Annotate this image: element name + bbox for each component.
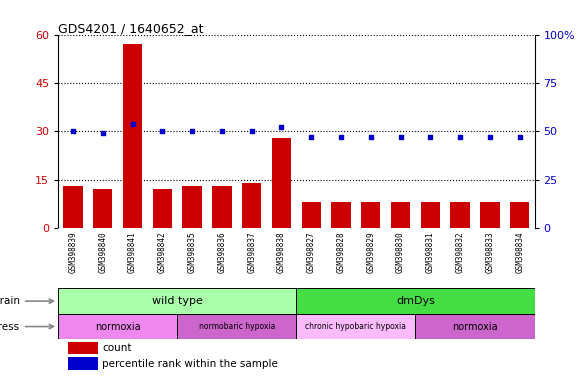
Bar [361,202,381,228]
Text: GSM398838: GSM398838 [277,231,286,273]
Text: GSM398840: GSM398840 [98,231,107,273]
Bar [510,202,529,228]
Bar [212,186,232,228]
Text: GSM398837: GSM398837 [247,231,256,273]
Text: wild type: wild type [152,296,203,306]
Point [515,134,524,140]
Text: GSM398836: GSM398836 [217,231,227,273]
Bar [67,341,98,354]
Text: count: count [102,343,132,353]
Bar [415,314,535,339]
Bar [63,186,83,228]
Point [366,134,375,140]
Bar [153,189,172,228]
Text: GSM398828: GSM398828 [336,231,346,273]
Text: percentile rank within the sample: percentile rank within the sample [102,359,278,369]
Bar [93,189,113,228]
Point [128,121,137,127]
Bar [242,183,261,228]
Bar [450,202,470,228]
Bar [272,138,291,228]
Text: GSM398842: GSM398842 [158,231,167,273]
Bar [177,314,296,339]
Point [217,128,227,134]
Text: GSM398835: GSM398835 [188,231,196,273]
Text: GSM398827: GSM398827 [307,231,315,273]
Bar [391,202,410,228]
Text: normobaric hypoxia: normobaric hypoxia [199,322,275,331]
Bar [58,314,177,339]
Text: GSM398831: GSM398831 [426,231,435,273]
Text: strain: strain [0,296,53,306]
Text: GSM398830: GSM398830 [396,231,405,273]
Text: GSM398834: GSM398834 [515,231,524,273]
Point [307,134,316,140]
Text: GSM398833: GSM398833 [485,231,494,273]
Point [277,124,286,131]
Bar [302,202,321,228]
Point [69,128,78,134]
Bar [67,357,98,370]
Bar [123,44,142,228]
Text: GSM398839: GSM398839 [69,231,77,273]
Point [336,134,346,140]
Point [426,134,435,140]
Bar [421,202,440,228]
Bar [58,288,296,314]
Text: GDS4201 / 1640652_at: GDS4201 / 1640652_at [58,22,203,35]
Point [396,134,405,140]
Text: dmDys: dmDys [396,296,435,306]
Text: chronic hypobaric hypoxia: chronic hypobaric hypoxia [306,322,406,331]
Point [98,130,107,136]
Bar [296,314,415,339]
Bar [182,186,202,228]
Text: GSM398832: GSM398832 [456,231,465,273]
Point [188,128,197,134]
Text: stress: stress [0,321,53,331]
Text: normoxia: normoxia [452,321,498,331]
Text: normoxia: normoxia [95,321,141,331]
Bar [296,288,535,314]
Bar [480,202,500,228]
Text: GSM398841: GSM398841 [128,231,137,273]
Bar [331,202,351,228]
Point [485,134,494,140]
Point [456,134,465,140]
Point [247,128,256,134]
Text: GSM398829: GSM398829 [366,231,375,273]
Point [157,128,167,134]
